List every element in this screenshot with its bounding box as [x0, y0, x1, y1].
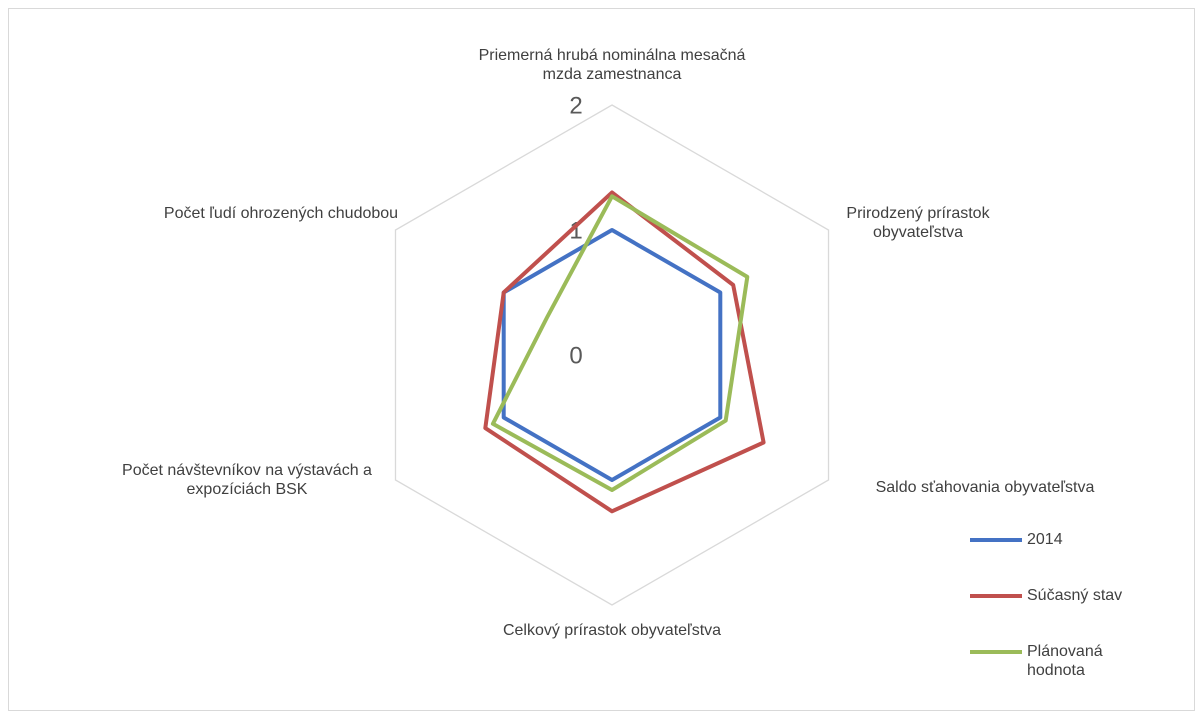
legend-label: Súčasný stav: [1027, 587, 1123, 604]
series-line: [483, 190, 766, 514]
legend-label: Plánovaná hodnota: [1027, 643, 1103, 679]
axis-label: Saldo sťahovania obyvateľstva: [875, 479, 1095, 496]
legend-label: 2014: [1027, 531, 1063, 548]
axis-label: Prirodzený prírastok obyvateľstva: [846, 205, 990, 241]
r-tick-label: 2: [569, 92, 582, 119]
frame: [8, 8, 1195, 711]
series-line: [490, 194, 750, 492]
axis-label: Počet ľudí ohrozených chudobou: [163, 205, 399, 222]
axis-label: Celkový prírastok obyvateľstva: [502, 622, 722, 639]
axis-label: Počet návštevníkov na výstavách a expozí…: [122, 462, 372, 498]
grid-ring: [394, 104, 830, 606]
axis-label: Priemerná hrubá nominálna mesačná mzda z…: [478, 47, 746, 83]
r-tick-label: 0: [569, 342, 582, 369]
